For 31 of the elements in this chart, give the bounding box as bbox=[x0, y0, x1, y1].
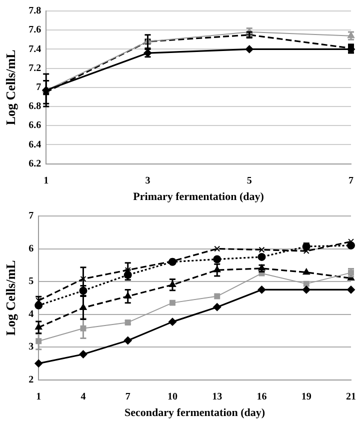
x-tick-label: 7 bbox=[348, 175, 354, 186]
y-tick-label: 3 bbox=[28, 342, 34, 353]
x-tick-label: 3 bbox=[145, 175, 150, 186]
x-tick-label: 19 bbox=[301, 391, 312, 402]
x-tick-label: 5 bbox=[246, 175, 252, 186]
x-tick-label: 21 bbox=[346, 391, 356, 402]
x-tick-label: 4 bbox=[80, 391, 86, 402]
y-tick-label: 5 bbox=[28, 276, 34, 288]
y-tick-label: 2 bbox=[28, 374, 34, 386]
y-tick-label: 7 bbox=[36, 82, 42, 93]
x-tick-label: 1 bbox=[36, 391, 42, 402]
y-axis-title: Log Cells/mL bbox=[3, 260, 18, 336]
y-axis-title: Log Cells/mL bbox=[3, 49, 18, 126]
y-tick-label: 6.4 bbox=[28, 139, 42, 150]
x-tick-label: 1 bbox=[44, 175, 49, 186]
y-tick-label: 7.2 bbox=[28, 62, 42, 74]
x-tick-label: 16 bbox=[256, 391, 267, 402]
y-tick-label: 7.4 bbox=[28, 44, 42, 55]
y-tick-label: 7.6 bbox=[28, 24, 42, 36]
x-tick-label: 7 bbox=[125, 391, 130, 402]
y-tick-label: 6.6 bbox=[28, 120, 42, 132]
x-tick-label: 13 bbox=[212, 391, 222, 402]
y-tick-label: 6.8 bbox=[28, 101, 42, 112]
x-tick-label: 10 bbox=[167, 391, 178, 402]
y-tick-label: 7.8 bbox=[28, 6, 42, 17]
x-axis-title: Secondary fermentation (day) bbox=[124, 407, 266, 420]
y-tick-label: 6 bbox=[28, 243, 34, 254]
y-tick-label: 7 bbox=[28, 210, 34, 222]
y-tick-label: 4 bbox=[28, 308, 34, 320]
x-axis-title: Primary fermentation (day) bbox=[133, 191, 264, 204]
y-tick-label: 6.2 bbox=[28, 158, 42, 170]
